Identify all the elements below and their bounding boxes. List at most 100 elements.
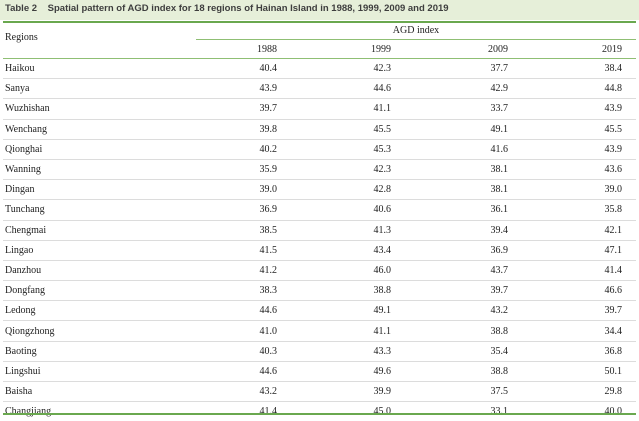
agd-value-cell: 46.0 [277,260,391,282]
region-name-cell: Baisha [3,381,196,403]
agd-value-cell: 33.1 [490,406,509,418]
table-row: Dingan 39.0 42.8 38.1 39.0 [3,179,636,201]
agd-value-cell: 44.6 [196,300,277,322]
agd-value-cell: 34.4 [508,320,636,342]
agd-value-cell: 38.8 [277,280,391,302]
table-row: Haikou 40.4 42.3 37.7 38.4 [3,58,636,80]
bottom-rule [3,413,636,415]
agd-value-cell: 35.4 [391,341,508,362]
region-name-cell: Changjiang [5,406,52,418]
agd-value-cell: 36.9 [391,240,508,261]
agd-value-cell: 38.5 [196,220,277,241]
agd-value-cell: 40.4 [196,58,277,80]
table-row: Baoting 40.3 43.3 35.4 36.8 [3,341,636,362]
agd-value-cell: 41.0 [196,320,277,342]
agd-value-cell: 45.0 [373,406,392,418]
agd-value-cell: 39.9 [277,381,391,403]
region-name-cell: Lingao [3,240,196,261]
agd-value-cell: 44.6 [277,78,391,100]
agd-value-cell: 37.7 [391,58,508,80]
agd-value-cell: 43.7 [391,260,508,282]
table-row: Baisha 43.2 39.9 37.5 29.8 [3,381,636,403]
table-row: Lingao 41.5 43.4 36.9 47.1 [3,240,636,261]
year-header-row: 1988 1999 2009 2019 [3,41,636,59]
agd-value-cell: 43.2 [391,300,508,322]
agd-value-cell: 44.8 [508,78,636,100]
agd-value-cell: 36.9 [196,199,277,221]
agd-value-cell: 41.5 [196,240,277,261]
table-row: Dongfang 38.3 38.8 39.7 46.6 [3,280,636,302]
agd-value-cell: 45.5 [508,119,636,140]
table-row: Chengmai 38.5 41.3 39.4 42.1 [3,220,636,241]
agd-value-cell: 39.0 [508,179,636,201]
agd-value-cell: 40.0 [604,406,623,418]
agd-value-cell: 43.6 [508,159,636,181]
region-name-cell: Wanning [3,159,196,181]
region-name-cell: Haikou [3,58,196,80]
agd-value-cell: 39.7 [391,280,508,302]
agd-value-cell: 36.1 [391,199,508,221]
agd-table: 1988 1999 2009 2019 Haikou 40.4 42.3 37.7 38… [3,41,636,421]
agd-value-cell: 43.2 [196,381,277,403]
table-row: Qiongzhong 41.0 41.1 38.8 34.4 [3,320,636,342]
agd-value-cell: 41.4 [259,406,278,418]
agd-value-cell: 41.3 [277,220,391,241]
agd-value-cell: 39.8 [196,119,277,140]
year-header-2019: 2019 [508,41,636,59]
agd-value-cell: 38.8 [391,361,508,383]
top-rule [3,21,636,23]
agd-value-cell: 42.9 [391,78,508,100]
region-name-cell: Wuzhishan [3,98,196,120]
table-row: Sanya 43.9 44.6 42.9 44.8 [3,78,636,100]
region-name-cell: Ledong [3,300,196,322]
agd-value-cell: 38.3 [196,280,277,302]
table-body: Haikou 40.4 42.3 37.7 38.4 Sanya 43.9 44.6 42.9 4… [3,58,636,421]
agd-value-cell: 43.3 [277,341,391,362]
agd-value-cell: 39.7 [196,98,277,120]
agd-value-cell: 41.2 [196,260,277,282]
agd-value-cell: 38.1 [391,159,508,181]
region-name-cell: Qiongzhong [3,320,196,342]
table-row: Danzhou 41.2 46.0 43.7 41.4 [3,260,636,282]
agd-value-cell: 41.1 [277,320,391,342]
agd-value-cell: 43.9 [196,78,277,100]
agd-value-cell: 43.9 [508,139,636,160]
agd-value-cell: 46.6 [508,280,636,302]
agd-value-cell: 42.1 [508,220,636,241]
year-header-2009: 2009 [391,41,508,59]
table-row: Changjiang 41.4 45.0 33.1 40.0 [3,402,636,421]
agd-value-cell: 35.8 [508,199,636,221]
agd-value-cell: 33.7 [391,98,508,120]
agd-value-cell: 29.8 [508,381,636,403]
table-caption: Table 2 Spatial pattern of AGD index for… [0,0,639,20]
region-name-cell: Wenchang [3,119,196,140]
table-row: Lingshui 44.6 49.6 38.8 50.1 [3,361,636,383]
agd-value-cell: 37.5 [391,381,508,403]
agd-value-cell: 42.8 [277,179,391,201]
agd-value-cell: 45.3 [277,139,391,160]
table-row: Ledong 44.6 49.1 43.2 39.7 [3,300,636,322]
agd-value-cell: 49.6 [277,361,391,383]
table-row: Tunchang 36.9 40.6 36.1 35.8 [3,199,636,221]
table-row: Wenchang 39.8 45.5 49.1 45.5 [3,119,636,140]
agd-value-cell: 39.7 [508,300,636,322]
agd-value-cell: 45.5 [277,119,391,140]
table-title: Spatial pattern of AGD index for 18 regi… [47,3,449,14]
agd-value-cell: 40.6 [277,199,391,221]
agd-value-cell: 40.3 [196,341,277,362]
agd-value-cell: 47.1 [508,240,636,261]
agd-value-cell: 39.4 [391,220,508,241]
agd-value-cell: 38.4 [508,58,636,80]
agd-value-cell: 50.1 [508,361,636,383]
agd-value-cell: 35.9 [196,159,277,181]
region-name-cell: Dongfang [3,280,196,302]
region-name-cell: Qionghai [3,139,196,160]
agd-value-cell: 39.0 [196,179,277,201]
region-name-cell: Danzhou [3,260,196,282]
table-row: Wuzhishan 39.7 41.1 33.7 43.9 [3,98,636,120]
table-row: Wanning 35.9 42.3 38.1 43.6 [3,159,636,181]
agd-value-cell: 44.6 [196,361,277,383]
agd-value-cell: 42.3 [277,58,391,80]
region-name-cell: Sanya [3,78,196,100]
agd-value-cell: 43.9 [508,98,636,120]
